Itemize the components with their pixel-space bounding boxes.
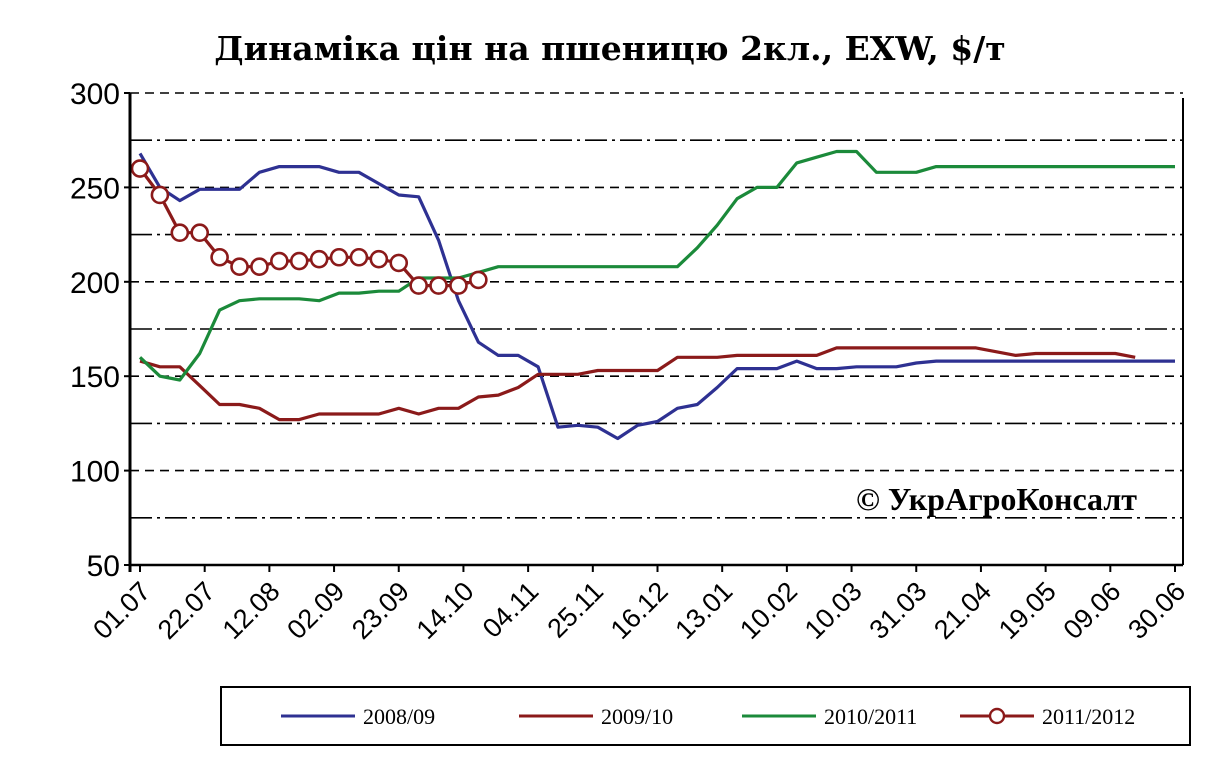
x-tick-label: 31.03 [863, 576, 932, 645]
series-line-3 [138, 149, 1175, 382]
x-tick-label: 22.07 [152, 576, 221, 645]
x-tick-label: 01.07 [87, 576, 156, 645]
series-line-4 [138, 167, 479, 288]
x-tick-label: 13.01 [669, 576, 738, 645]
series-point [210, 247, 229, 267]
y-tick-label: 200 [70, 267, 120, 300]
legend-label-1: 2008/09 [363, 704, 435, 729]
series-line-2 [139, 346, 1136, 422]
legend-label-2: 2009/10 [601, 704, 673, 729]
series-point [429, 276, 448, 295]
series-point [409, 276, 428, 295]
x-axis-ticks: 01.0722.0712.0802.0923.0914.1004.1125.11… [87, 565, 1191, 645]
y-tick-label: 150 [70, 361, 120, 394]
x-tick-label: 10.02 [734, 576, 803, 645]
x-tick-label: 30.06 [1122, 576, 1191, 645]
x-tick-label: 16.12 [605, 576, 674, 645]
y-axis-ticks: 50 100 150 200 250 300 [70, 78, 130, 583]
series-point [250, 257, 269, 276]
x-tick-label: 10.03 [799, 576, 868, 645]
series-point [469, 270, 488, 290]
series-line-1 [138, 152, 1175, 441]
y-tick-label: 300 [70, 78, 120, 111]
chart-title: Динаміка цін на пшеницю 2кл., EXW, $/т [214, 29, 1005, 68]
x-tick-label: 14.10 [411, 576, 480, 645]
axes [128, 93, 1184, 572]
grid [130, 92, 1183, 519]
legend-label-4: 2011/2012 [1042, 704, 1135, 729]
series-point [270, 251, 289, 271]
series-point [449, 276, 468, 295]
series-point [389, 253, 409, 273]
watermark: © УкрАгроКонсалт [856, 481, 1137, 517]
x-tick-label: 02.09 [281, 576, 350, 645]
x-tick-label: 12.08 [217, 576, 286, 645]
legend-marker [988, 707, 1006, 725]
x-tick-label: 21.04 [928, 576, 997, 645]
series-point [230, 257, 249, 276]
series-point [170, 223, 190, 243]
series-point [190, 223, 210, 243]
x-tick-label: 04.11 [477, 576, 545, 644]
series-point [309, 249, 329, 269]
x-tick-label: 23.09 [346, 576, 415, 645]
legend: 2008/09 2009/10 2010/2011 2011/2012 [220, 686, 1191, 746]
x-tick-label: 09.06 [1058, 576, 1127, 645]
series-point [289, 251, 309, 271]
series-group [130, 149, 1175, 441]
series-point [349, 247, 369, 267]
legend-label-3: 2010/2011 [824, 704, 917, 729]
series-point [150, 185, 170, 205]
series-point [369, 249, 389, 269]
y-tick-label: 50 [87, 550, 120, 583]
y-tick-label: 100 [70, 456, 120, 489]
series-point [329, 247, 349, 267]
x-tick-label: 25.11 [541, 576, 609, 644]
series-point [130, 159, 150, 178]
x-tick-label: 19.05 [993, 576, 1062, 645]
y-tick-label: 250 [70, 172, 120, 205]
